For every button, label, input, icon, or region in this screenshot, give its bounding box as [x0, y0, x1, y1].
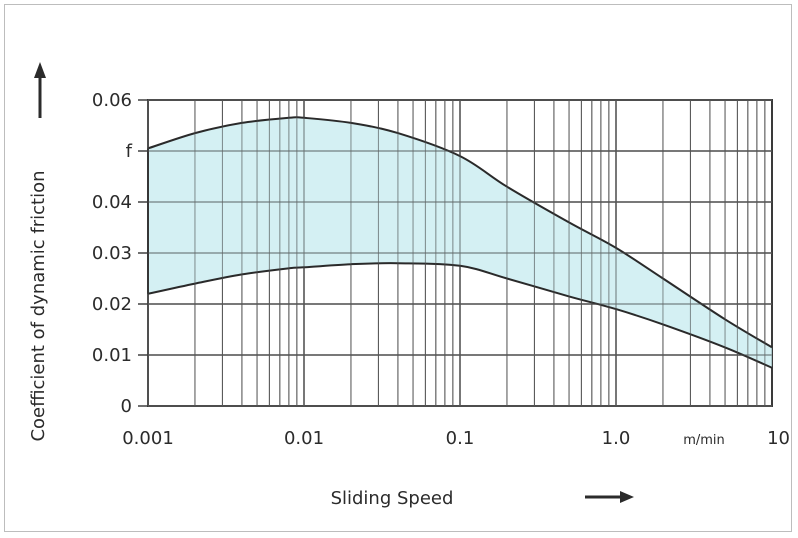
friction-band: [147, 99, 773, 407]
y-axis-label: Coefficient of dynamic friction: [28, 170, 49, 441]
y-tick-label: 0.04: [92, 192, 132, 213]
x-tick-label: 1.0: [602, 428, 631, 449]
y-tick-label: 0: [121, 396, 132, 417]
x-axis-arrow: [585, 491, 634, 503]
y-tick-label: f: [126, 141, 133, 162]
tick-labels: 0 0.01 0.02 0.03 0.04 f 0.06 0.001 0.01 0.1 1.0 10: [92, 90, 790, 449]
x-tick-label: 0.01: [284, 428, 324, 449]
y-tick-label: 0.06: [92, 90, 132, 111]
x-unit-label: m/min: [683, 433, 725, 448]
x-axis-label: Sliding Speed: [331, 488, 454, 509]
x-tick-label: 10: [767, 428, 790, 449]
y-tick-label: 0.02: [92, 294, 132, 315]
x-tick-label: 0.001: [122, 428, 174, 449]
y-tick-label: 0.03: [92, 243, 132, 264]
y-axis-arrow: [34, 62, 46, 118]
x-tick-label: 0.1: [446, 428, 475, 449]
y-tick-label: 0.01: [92, 345, 132, 366]
